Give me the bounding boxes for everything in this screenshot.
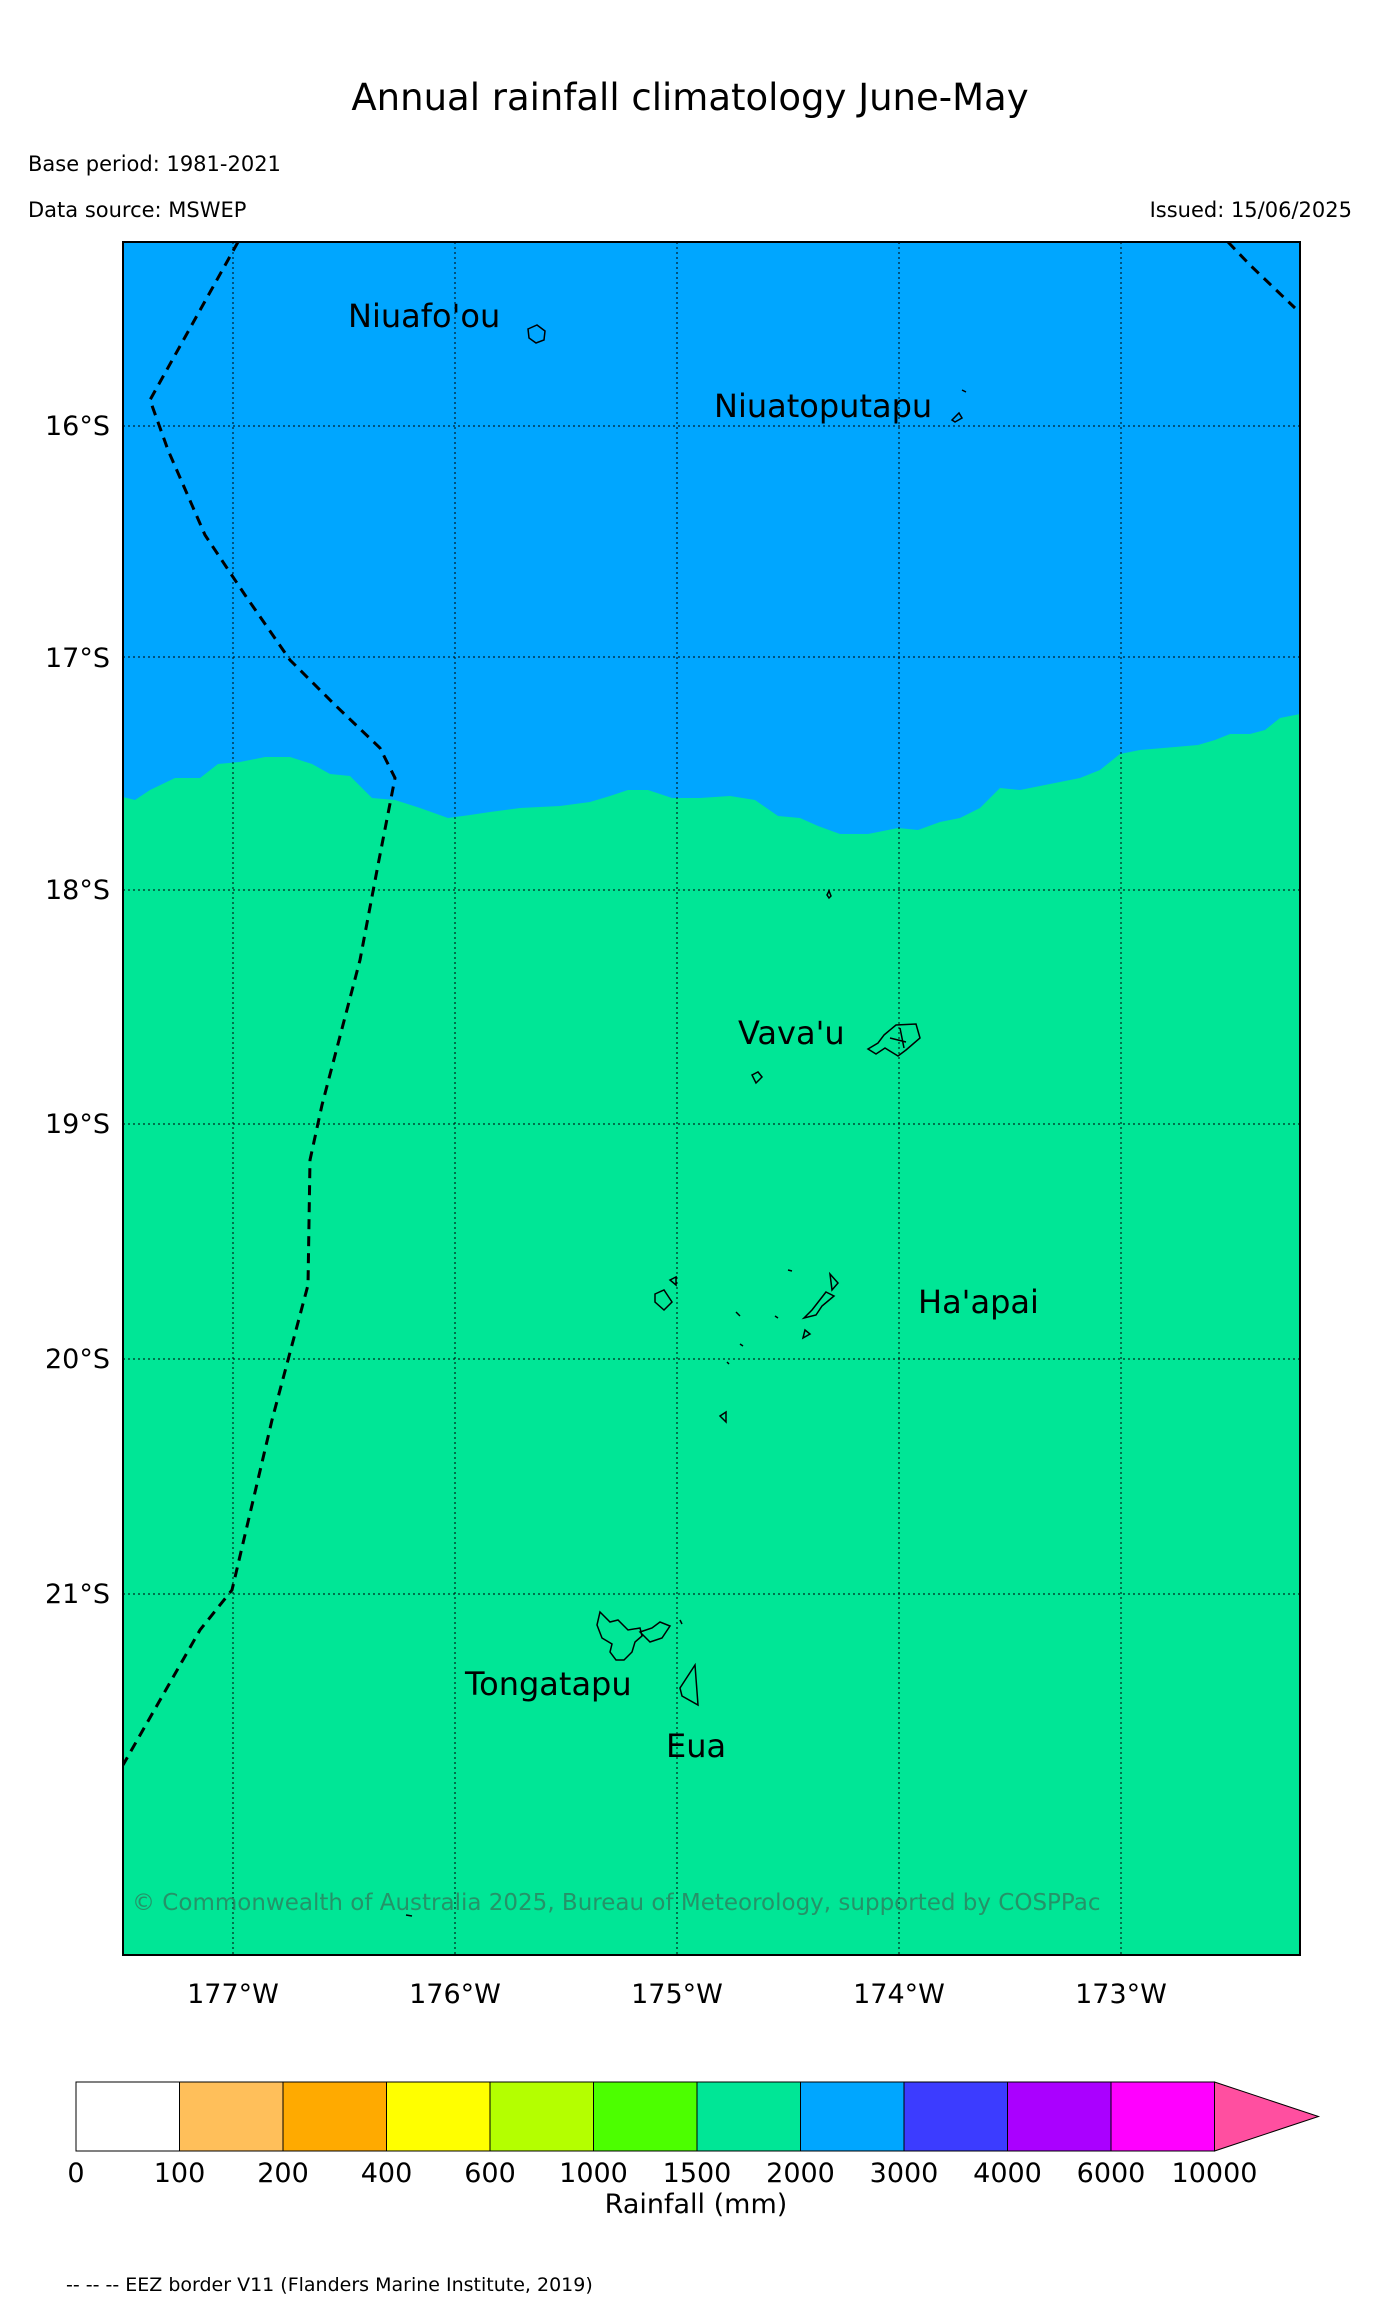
lat-label: 21°S bbox=[45, 1579, 110, 1610]
island-niuatoputapu bbox=[950, 389, 967, 423]
colorbar: 0 100 200 400 600 1000 1500 2000 3000 4000 6000 100… bbox=[67, 2081, 1321, 2189]
place-label-haapai: Ha'apai bbox=[918, 1283, 1039, 1321]
colorbar-swatch bbox=[489, 2081, 594, 2152]
place-label-niuatoputapu: Niuatoputapu bbox=[714, 387, 932, 425]
colorbar-swatch bbox=[1007, 2081, 1112, 2152]
island-ata bbox=[405, 1914, 413, 1917]
island-haapai-east bbox=[726, 1269, 839, 1365]
map-area bbox=[123, 242, 1300, 1955]
islands bbox=[405, 324, 967, 1917]
island-tongatapu bbox=[596, 1610, 683, 1661]
island-vavau-south bbox=[750, 1071, 764, 1085]
lon-label: 175°W bbox=[631, 1979, 723, 2010]
island-eua bbox=[679, 1662, 699, 1707]
colorbar-tick-label: 6000 bbox=[1077, 2158, 1146, 2189]
colorbar-swatch bbox=[593, 2081, 698, 2152]
base-period: Base period: 1981-2021 bbox=[28, 152, 281, 176]
colorbar-tick-label: 1000 bbox=[559, 2158, 628, 2189]
lat-label: 20°S bbox=[45, 1344, 110, 1375]
place-label-eua: Eua bbox=[666, 1727, 726, 1765]
rainfall-zone-south bbox=[123, 714, 1300, 1955]
lat-label: 16°S bbox=[45, 411, 110, 442]
colorbar-tick-label: 1500 bbox=[663, 2158, 732, 2189]
colorbar-tick-label: 4000 bbox=[973, 2158, 1042, 2189]
lon-label: 173°W bbox=[1075, 1979, 1167, 2010]
colorbar-tick-label: 200 bbox=[257, 2158, 309, 2189]
map-frame bbox=[122, 241, 1301, 1956]
island-haapai-west bbox=[654, 1275, 677, 1312]
place-label-vavau: Vava'u bbox=[738, 1014, 845, 1052]
place-label-niuafoou: Niuafo'ou bbox=[348, 297, 500, 335]
colorbar-tick-label: 3000 bbox=[870, 2158, 939, 2189]
lat-label: 17°S bbox=[45, 643, 110, 674]
copyright-notice: © Commonwealth of Australia 2025, Bureau… bbox=[132, 1890, 1101, 1916]
colorbar-swatch bbox=[386, 2081, 491, 2152]
colorbar-tick-label: 400 bbox=[361, 2158, 413, 2189]
colorbar-swatch bbox=[903, 2081, 1008, 2152]
island-late bbox=[826, 889, 832, 900]
colorbar-tick-label: 600 bbox=[464, 2158, 516, 2189]
graticule bbox=[123, 242, 1300, 1955]
lon-label: 176°W bbox=[409, 1979, 501, 2010]
colorbar-tick-label: 0 bbox=[67, 2158, 84, 2189]
colorbar-swatch bbox=[1110, 2081, 1215, 2152]
colorbar-tick-label: 10000 bbox=[1172, 2158, 1258, 2189]
island-vavau bbox=[866, 1023, 921, 1057]
colorbar-tick-label: 100 bbox=[154, 2158, 206, 2189]
lon-label: 177°W bbox=[187, 1979, 279, 2010]
place-label-tongatapu: Tongatapu bbox=[464, 1665, 632, 1703]
island-niuafoou bbox=[527, 324, 546, 344]
page-title: Annual rainfall climatology June-May bbox=[351, 76, 1029, 119]
colorbar-swatch bbox=[179, 2081, 284, 2152]
issued-date: Issued: 15/06/2025 bbox=[1149, 198, 1352, 222]
colorbar-label: Rainfall (mm) bbox=[605, 2189, 788, 2220]
data-source: Data source: MSWEP bbox=[28, 198, 247, 222]
eez-legend-note: -- -- -- EEZ border V11 (Flanders Marine… bbox=[66, 2274, 593, 2296]
lon-label: 174°W bbox=[853, 1979, 945, 2010]
lat-label: 19°S bbox=[45, 1109, 110, 1140]
colorbar-swatch bbox=[696, 2081, 801, 2152]
colorbar-extend-arrow bbox=[1214, 2081, 1321, 2152]
colorbar-swatch bbox=[800, 2081, 905, 2152]
lat-label: 18°S bbox=[45, 875, 110, 906]
colorbar-tick-label: 2000 bbox=[766, 2158, 835, 2189]
colorbar-swatch bbox=[282, 2081, 387, 2152]
eez-border-east bbox=[1226, 242, 1297, 310]
colorbar-swatch bbox=[75, 2081, 180, 2152]
eez-border-west bbox=[123, 242, 397, 1766]
island-haapai-south bbox=[718, 1410, 727, 1424]
